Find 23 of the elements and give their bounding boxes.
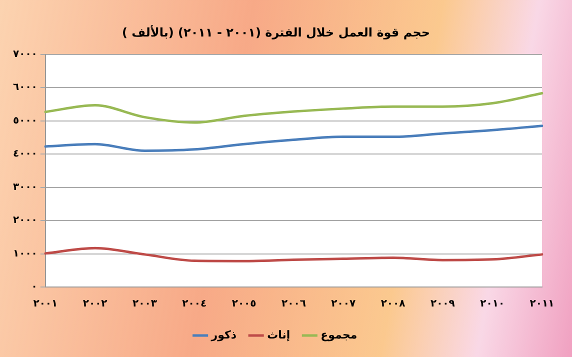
x-tick-label: ٢٠٠٣ [132, 298, 157, 310]
x-tick-label: ٢٠٠٦ [281, 298, 306, 310]
y-tick-label: ١٠٠٠ [12, 248, 38, 260]
x-tick-label: ٢٠١١ [530, 298, 554, 310]
y-tick-label: ٤٠٠٠ [12, 148, 38, 160]
y-tick-label: ٣٠٠٠ [12, 182, 38, 193]
y-tick-label: ٦٠٠٠ [12, 82, 38, 94]
y-tick-label: ٢٠٠٠ [12, 215, 38, 226]
x-tick-label: ٢٠٠٩ [430, 298, 455, 310]
x-tick-label: ٢٠١٠ [480, 298, 505, 310]
x-tick-label: ٢٠٠٤ [182, 298, 207, 310]
x-tick-label: ٢٠٠٥ [232, 298, 256, 310]
x-tick-label: ٢٠٠٨ [380, 298, 406, 310]
legend-label: ذكور [210, 328, 237, 342]
y-tick-label: ٧٠٠٠ [12, 48, 38, 60]
x-tick-label: ٢٠٠٧ [331, 298, 356, 310]
legend-label: إناث [267, 328, 290, 342]
y-tick-label: ٠ [31, 282, 38, 293]
chart-title: حجم قوة العمل خلال الفترة (٢٠٠١ - ٢٠١١) (بالألف ) [122, 24, 430, 40]
y-tick-label: ٥٠٠٠ [12, 115, 38, 126]
legend-label: مجموع [320, 328, 358, 342]
x-tick-label: ٢٠٠٢ [82, 298, 108, 310]
x-tick-label: ٢٠٠١ [33, 298, 58, 310]
